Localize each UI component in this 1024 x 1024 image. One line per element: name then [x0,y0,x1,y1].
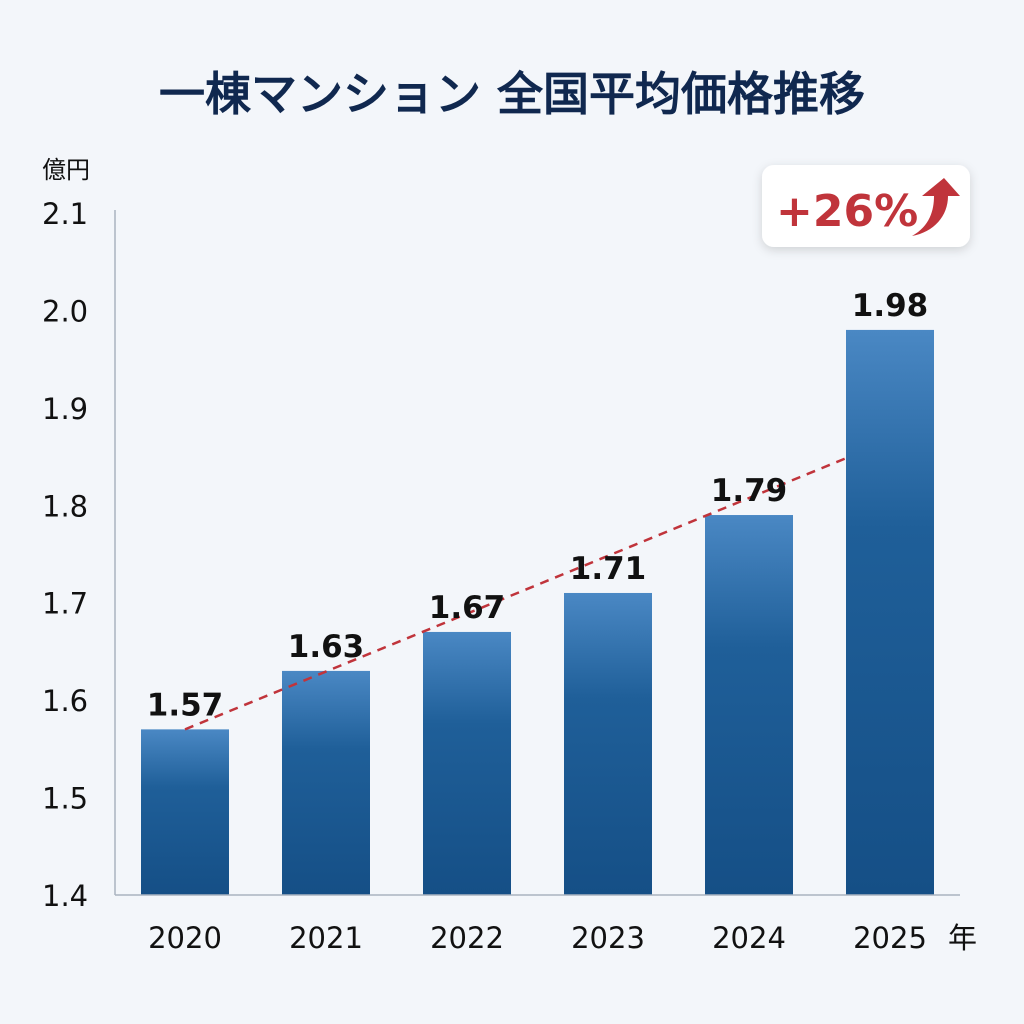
data-label: 1.98 [852,288,929,324]
y-tick-label: 1.7 [42,587,88,621]
bar-2021 [282,670,370,895]
chart-title: 一棟マンション 全国平均価格推移 [159,67,865,121]
data-label: 1.57 [147,687,224,723]
x-axis-unit: 年 [948,921,977,955]
bar-2023 [564,592,652,895]
x-tick-label: 2023 [571,921,645,955]
y-tick-label: 2.1 [42,197,88,231]
growth-badge: +26% [762,165,970,247]
y-tick-label: 1.8 [42,489,88,523]
y-tick-label: 1.6 [42,684,88,718]
data-label: 1.71 [570,551,647,587]
bar-2025 [846,329,934,895]
x-tick-label: 2020 [148,921,222,955]
y-tick-label: 1.5 [42,782,88,816]
y-axis-unit: 億円 [42,156,90,184]
data-label: 1.63 [288,629,365,665]
data-label: 1.79 [711,473,788,509]
growth-badge-text: +26% [776,186,918,237]
x-tick-label: 2025 [853,921,927,955]
bar-2024 [705,515,793,895]
y-tick-label: 2.0 [42,294,88,328]
bar-2020 [141,729,229,895]
x-tick-label: 2021 [289,921,363,955]
data-label: 1.67 [429,590,506,626]
x-tick-label: 2022 [430,921,504,955]
x-tick-label: 2024 [712,921,786,955]
y-tick-label: 1.9 [42,392,88,426]
trend-line [184,455,851,731]
bar-2022 [423,631,511,895]
trend-up-arrow-icon [912,178,960,236]
y-tick-label: 1.4 [42,879,88,913]
